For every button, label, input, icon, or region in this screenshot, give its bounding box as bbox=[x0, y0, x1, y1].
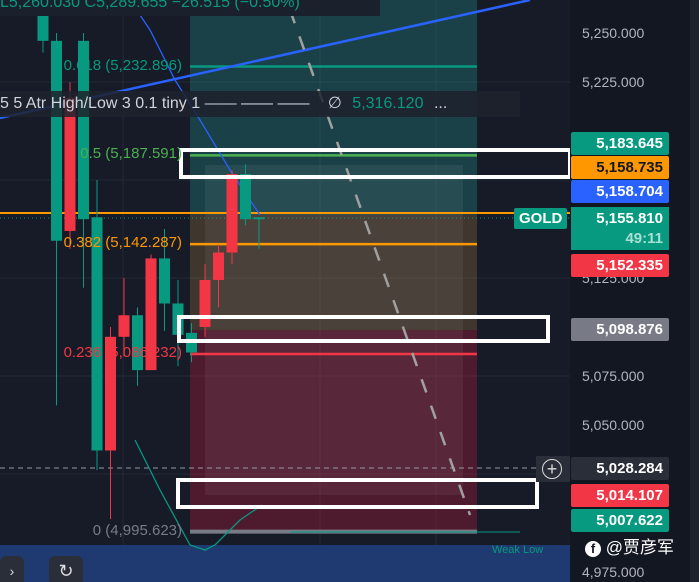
candle-body[interactable] bbox=[240, 174, 251, 220]
candle-body[interactable] bbox=[118, 315, 130, 337]
add-alert-button[interactable]: + bbox=[536, 456, 570, 482]
ohlc-legend: L5,260.030 C5,289.655 −26.515 (−0.50%) bbox=[0, 0, 380, 16]
plus-icon: + bbox=[542, 459, 562, 479]
symbol-tag: GOLD bbox=[514, 208, 568, 229]
axis-tick-label: 4,975.000 bbox=[582, 564, 645, 580]
indicator-value: 5,316.120 bbox=[352, 95, 424, 112]
position-loss-zone bbox=[190, 330, 477, 532]
bottom-band bbox=[0, 545, 570, 582]
candle-body[interactable] bbox=[199, 279, 211, 327]
price-label: 5,028.284 bbox=[571, 457, 669, 480]
axis-tick-label: 5,225.000 bbox=[582, 74, 645, 90]
watermark: f @贾彦军 bbox=[585, 533, 674, 558]
candle-body[interactable] bbox=[105, 336, 116, 451]
candle-body[interactable] bbox=[253, 217, 265, 220]
price-label: 5,152.335 bbox=[571, 254, 669, 277]
candle-body[interactable] bbox=[145, 258, 157, 371]
candle-body[interactable] bbox=[37, 0, 49, 41]
price-label: 5,098.876 bbox=[571, 318, 669, 341]
expand-button[interactable]: › bbox=[0, 556, 24, 582]
hide-icon[interactable]: ∅ bbox=[327, 95, 342, 112]
axis-tick-label: 5,250.000 bbox=[582, 25, 645, 41]
teal-curve bbox=[134, 439, 263, 551]
price-label: 5,158.735 bbox=[571, 156, 669, 179]
price-label: 5,183.645 bbox=[571, 132, 669, 155]
axis-tick-label: 5,050.000 bbox=[582, 417, 645, 433]
price-label: 5,158.704 bbox=[571, 180, 669, 203]
countdown-label: 49:11 bbox=[571, 227, 669, 250]
fib-level-label: 0.382 (5,142.287) bbox=[63, 234, 182, 252]
candle-body[interactable] bbox=[226, 174, 238, 253]
price-label: 5,007.622 bbox=[571, 509, 669, 532]
reset-icon[interactable]: ↻ bbox=[49, 556, 83, 582]
price-label: 5,014.107 bbox=[571, 484, 669, 507]
fib-level-label: 0.618 (5,232.896) bbox=[63, 56, 182, 74]
more-icon[interactable]: ... bbox=[433, 95, 448, 112]
right-sidebar[interactable] bbox=[690, 0, 699, 582]
position-mid-zone bbox=[190, 215, 477, 330]
highlight-box bbox=[177, 315, 550, 343]
highlight-box bbox=[176, 478, 539, 509]
fib-level-label: 0.5 (5,187.591) bbox=[80, 145, 182, 163]
axis-tick-label: 5,075.000 bbox=[582, 368, 645, 384]
fib-level-label: 0.236 (5,086.232) bbox=[63, 343, 182, 361]
inner-zone bbox=[205, 165, 463, 495]
candle-body[interactable] bbox=[64, 97, 76, 231]
candle-body[interactable] bbox=[91, 217, 103, 451]
candle-body[interactable] bbox=[213, 252, 224, 280]
candle-body[interactable] bbox=[51, 40, 62, 241]
indicator-label: 5 5 Atr High/Low 3 0.1 tiny 1 —— —— —— bbox=[0, 95, 310, 112]
weak-low-label: Weak Low bbox=[492, 544, 544, 556]
candle-body[interactable] bbox=[78, 40, 89, 220]
price-label: 5,155.810 bbox=[571, 207, 669, 230]
facebook-icon: f bbox=[585, 541, 601, 557]
fib-level-label: 0 (4,995.623) bbox=[92, 521, 182, 539]
candle-body[interactable] bbox=[132, 315, 143, 371]
indicator-legend[interactable]: 5 5 Atr High/Low 3 0.1 tiny 1 —— —— —— ∅… bbox=[0, 91, 520, 117]
candle-body[interactable] bbox=[159, 258, 170, 304]
